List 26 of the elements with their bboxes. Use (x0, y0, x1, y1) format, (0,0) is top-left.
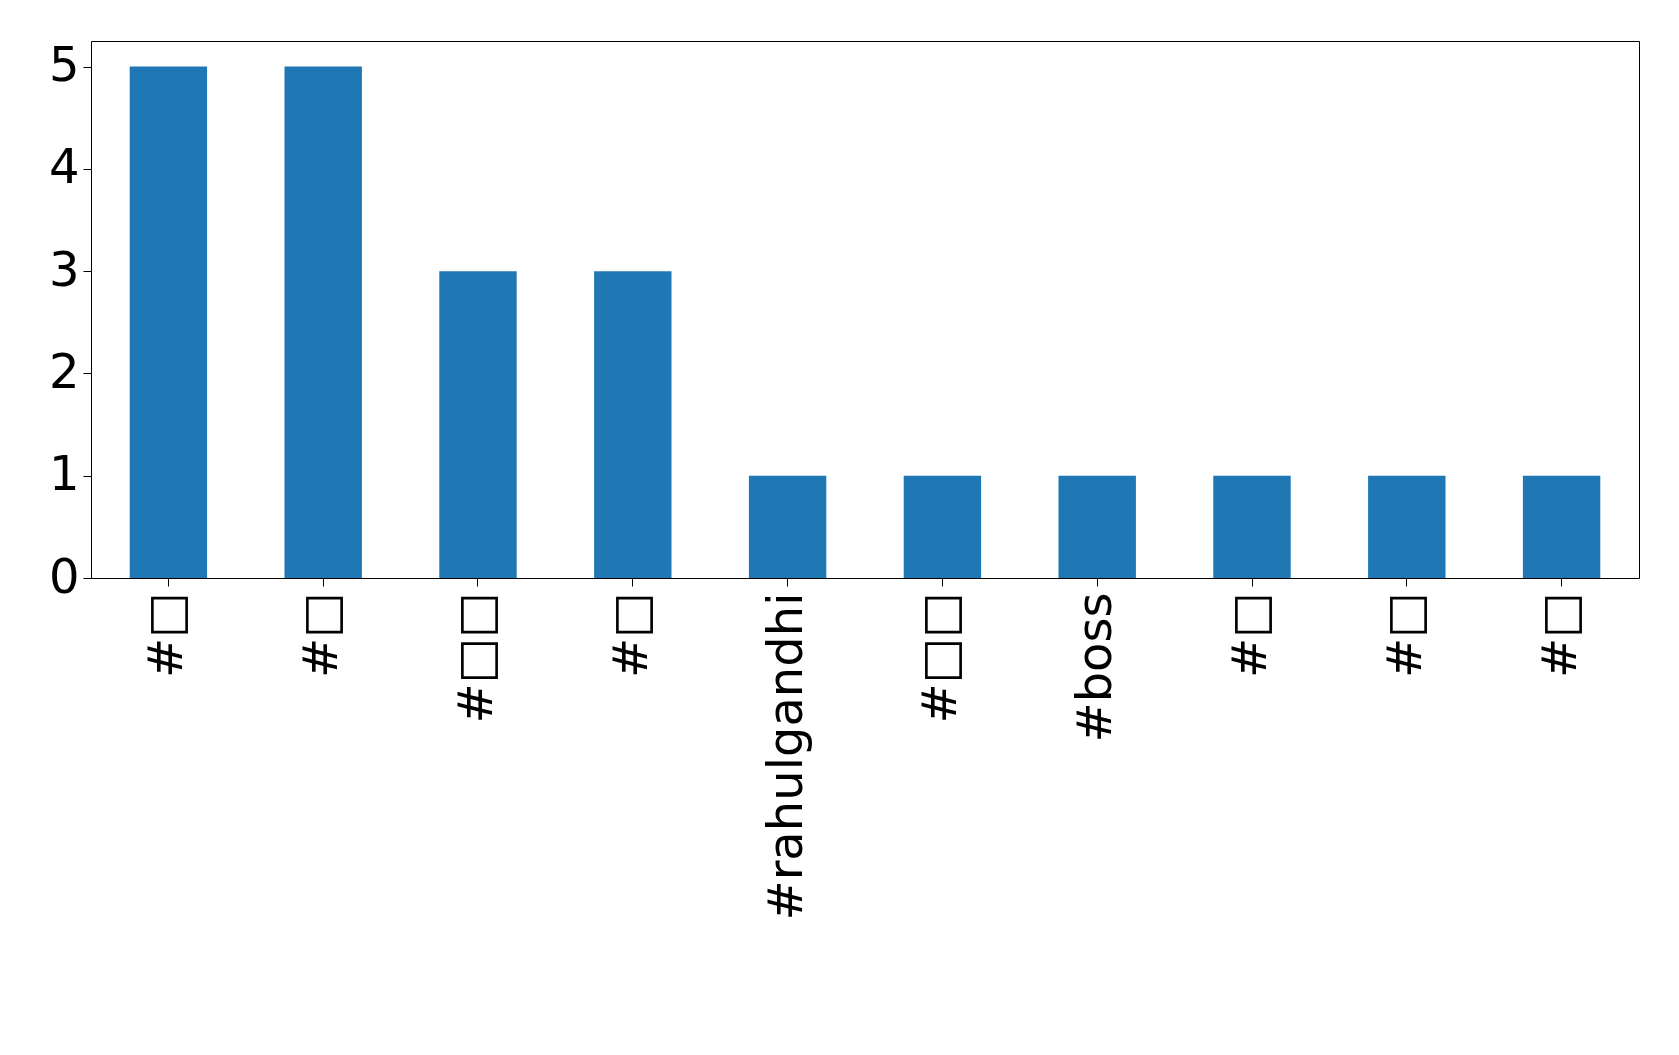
x-tick-label: #□ (601, 592, 658, 679)
bar (594, 271, 672, 578)
x-tick-label: #□ (292, 592, 349, 679)
x-tick-label: #boss (1066, 592, 1123, 743)
x-tick-label: #rahulgandhi (756, 592, 813, 921)
bar (439, 271, 517, 578)
x-tick-label: #□ (1530, 592, 1587, 679)
y-tick-label: 2 (48, 342, 80, 399)
y-tick-label: 3 (48, 240, 80, 297)
y-tick-label: 0 (48, 547, 80, 604)
x-tick-label: #□ (1375, 592, 1432, 679)
x-tick-label: #□□ (911, 592, 968, 724)
x-tick-label: #□□ (447, 592, 503, 724)
bar (1058, 475, 1136, 578)
y-tick-label: 4 (48, 138, 80, 195)
bar (284, 66, 362, 578)
bar (129, 66, 208, 578)
y-tick-label: 1 (48, 445, 80, 502)
bar (748, 475, 827, 578)
y-tick-label: 5 (48, 36, 80, 93)
bar (1522, 475, 1601, 578)
bar (1368, 475, 1446, 578)
bar (1213, 475, 1291, 578)
x-tick-label: #□ (1221, 592, 1277, 679)
x-tick-label: #□ (137, 592, 194, 679)
bar (903, 475, 982, 578)
